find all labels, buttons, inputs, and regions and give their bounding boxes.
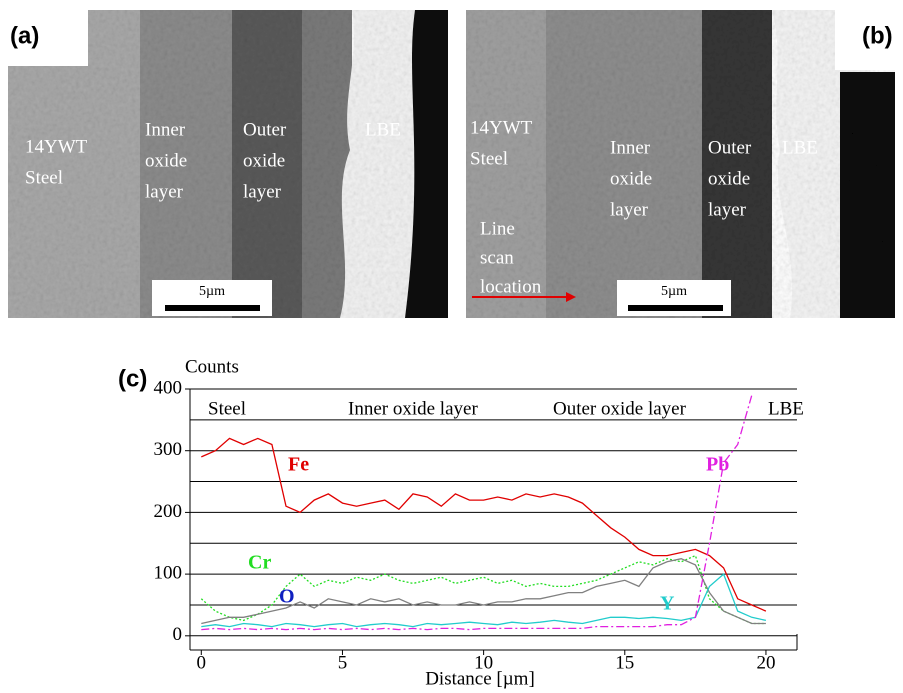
- annotation-line: Line: [480, 218, 515, 239]
- region-label: oxide: [610, 168, 652, 189]
- series-label: O: [279, 586, 295, 608]
- region-label: oxide: [145, 150, 187, 171]
- series-label: Fe: [288, 454, 309, 476]
- region-label: Steel: [470, 148, 508, 169]
- region-label: LBE: [782, 137, 818, 158]
- region-label: layer: [243, 181, 282, 202]
- region-label: 14YWT: [470, 117, 533, 138]
- page: { "panel_a": {"label": "(a)", "regions":…: [0, 0, 903, 693]
- micrograph-b: [466, 10, 895, 318]
- region-label: 14YWT: [25, 136, 88, 157]
- region-label: oxide: [243, 150, 285, 171]
- x-tick-label: 0: [197, 652, 207, 673]
- x-tick-label: 15: [615, 652, 634, 673]
- region-label: layer: [145, 181, 184, 202]
- region-label: LBE: [365, 119, 401, 140]
- region-label: Steel: [208, 398, 246, 419]
- region-label: layer: [610, 199, 649, 220]
- scale-label: 5µm: [661, 284, 687, 299]
- series-label: Y: [660, 593, 675, 615]
- annotation-line: location: [480, 276, 542, 297]
- scale-bar: [165, 305, 260, 311]
- y-tick-label: 400: [154, 377, 183, 398]
- region-label: Outer: [708, 137, 752, 158]
- panel-label: (c): [118, 365, 147, 392]
- scale-bar: [628, 305, 723, 311]
- region-label: layer: [708, 199, 747, 220]
- region-label: Outer: [243, 119, 287, 140]
- scale-label: 5µm: [199, 284, 225, 299]
- y-tick-label: 300: [154, 439, 183, 460]
- panel-label: (b): [862, 22, 893, 49]
- series-label: Pb: [706, 454, 729, 476]
- chart: 0 100 200 300 400 0 5 10 15 20 Steel Inner oxide la…: [154, 377, 804, 673]
- x-tick-label: 10: [474, 652, 493, 673]
- region-label: LBE: [768, 398, 804, 419]
- figure: (a) 14YWT Steel Inner oxide layer Outer oxide l…: [0, 0, 903, 693]
- region-label: Inner: [610, 137, 651, 158]
- y-tick-label: 200: [154, 501, 183, 522]
- region-label: Outer oxide layer: [553, 398, 687, 419]
- region-label: oxide: [708, 168, 750, 189]
- y-tick-label: 0: [173, 624, 183, 645]
- series-label: Cr: [248, 552, 271, 574]
- region-label: Inner: [145, 119, 186, 140]
- annotation-line: scan: [480, 247, 514, 268]
- y-axis-title: Counts: [185, 356, 239, 377]
- y-tick-label: 100: [154, 562, 183, 583]
- panel-label: (a): [10, 22, 39, 49]
- region-label: Inner oxide layer: [348, 398, 478, 419]
- region-label: Steel: [25, 167, 63, 188]
- x-tick-label: 20: [756, 652, 775, 673]
- x-tick-label: 5: [338, 652, 348, 673]
